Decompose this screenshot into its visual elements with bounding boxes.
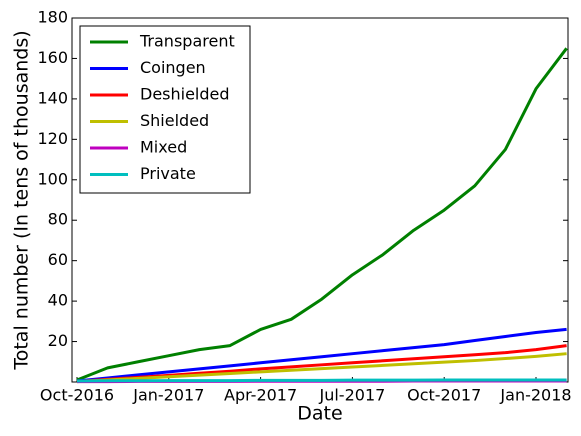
x-tick-label: Apr-2017 (224, 386, 297, 405)
y-tick-label: 20 (48, 331, 68, 350)
y-tick-label: 80 (48, 210, 68, 229)
y-axis-title: Total number (In tens of thousands) (11, 30, 33, 370)
y-tick-label: 180 (37, 8, 68, 27)
series-line (76, 344, 567, 383)
series-line (76, 327, 567, 383)
x-tick-label: Oct-2016 (40, 386, 114, 405)
x-tick-label: Jan-2017 (132, 386, 204, 405)
x-tick-label: Oct-2017 (407, 386, 481, 405)
legend-label: Mixed (140, 138, 187, 157)
y-tick-label: 160 (37, 48, 68, 67)
y-tick-label: 40 (48, 291, 68, 310)
legend-box (79, 25, 251, 194)
legend-label: Transparent (139, 32, 235, 51)
x-axis-title: Date (297, 403, 342, 425)
y-tick-label: 60 (48, 250, 68, 269)
y-tick-label: 100 (37, 169, 68, 188)
legend-label: Private (140, 164, 196, 183)
legend-label: Shielded (140, 111, 209, 130)
x-tick-label: Jul-2017 (319, 386, 386, 405)
legend-label: Deshielded (140, 85, 230, 104)
y-tick-label: 140 (37, 88, 68, 107)
series-line (76, 47, 568, 382)
legend-label: Coingen (140, 58, 206, 77)
series-line (76, 352, 567, 384)
series-line (76, 378, 567, 383)
x-tick-label: Jan-2018 (499, 386, 571, 405)
y-tick-label: 120 (37, 129, 68, 148)
